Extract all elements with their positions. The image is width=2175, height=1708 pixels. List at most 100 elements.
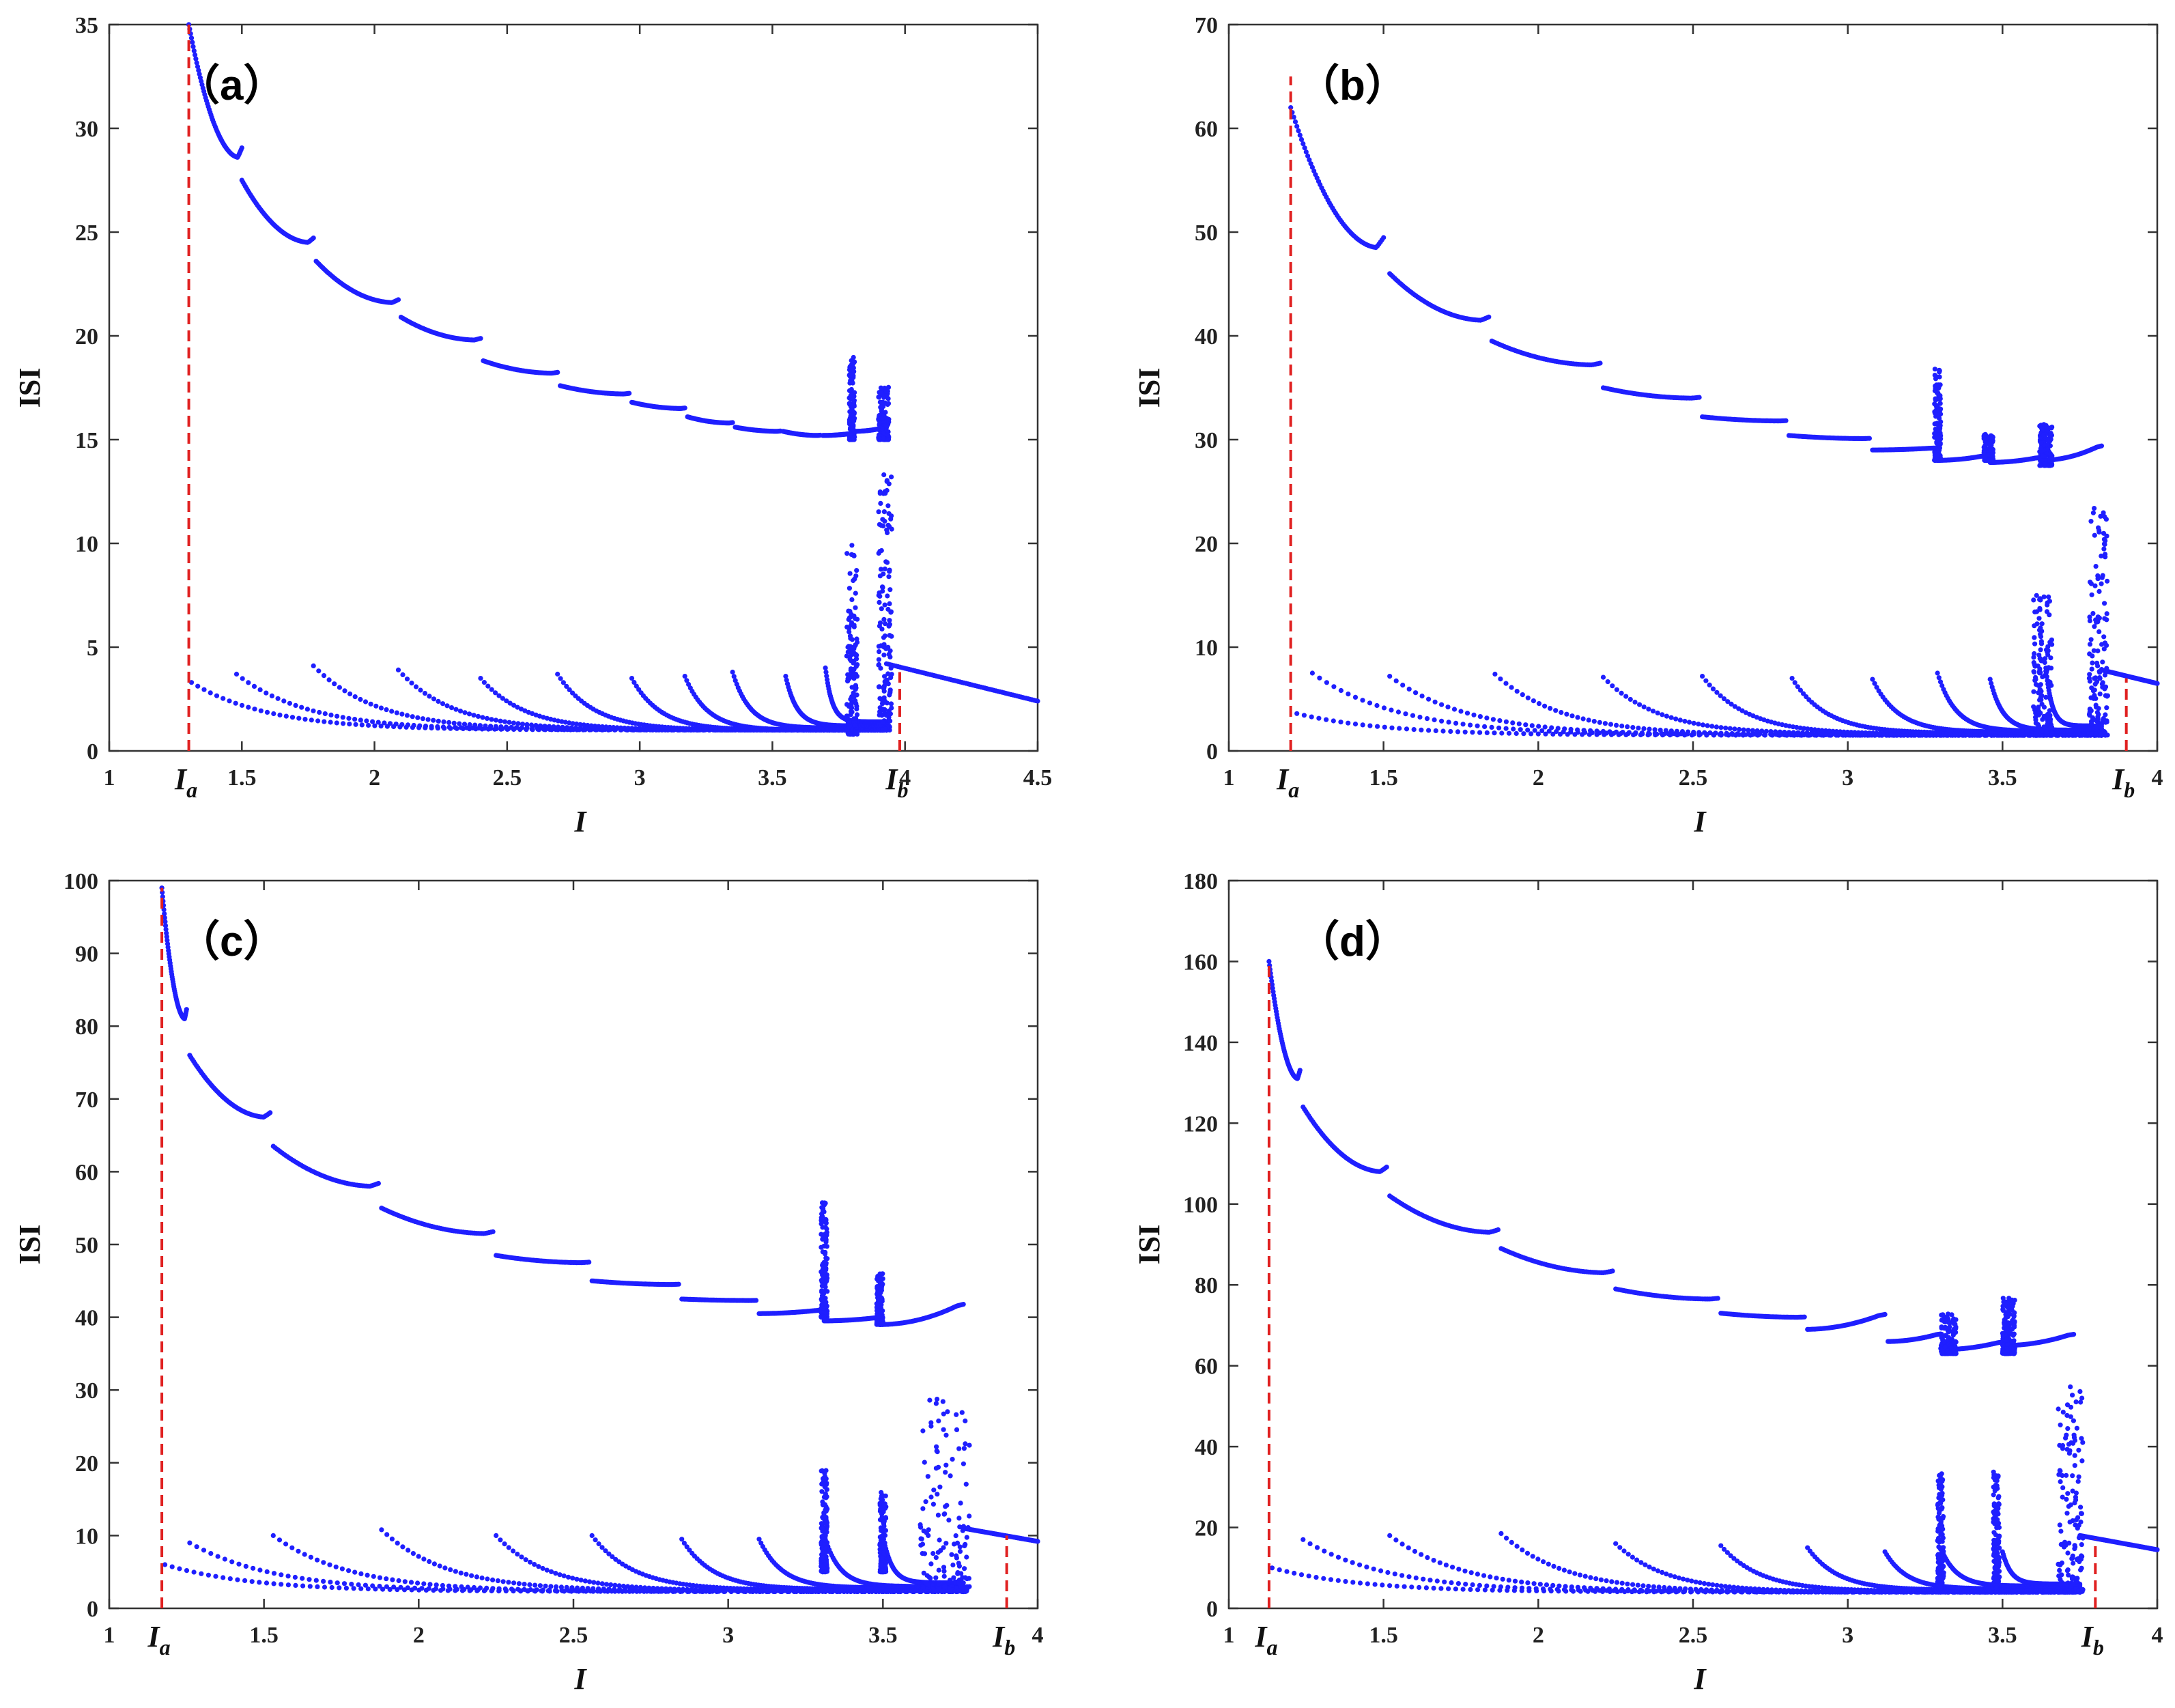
lower-branch-point	[1360, 698, 1365, 703]
lower-branch-point	[1309, 714, 1314, 720]
chaos-point	[2101, 512, 2106, 518]
lower-branch-point	[483, 723, 488, 728]
lower-branch-point	[502, 719, 508, 724]
lower-branch-point	[1389, 707, 1394, 713]
chaos-point	[2037, 656, 2043, 661]
lower-branch-point	[1686, 729, 1691, 735]
upper-branch-point	[190, 44, 196, 49]
lower-branch-point	[1673, 716, 1679, 722]
lower-branch-point	[1464, 711, 1470, 716]
upper-branch-point	[193, 56, 199, 61]
chaos-point	[2035, 706, 2041, 711]
lower-branch-point	[411, 722, 416, 728]
x-tick-label: 3.5	[758, 765, 787, 791]
upper-branch-point	[2099, 443, 2104, 449]
chaos-point	[2090, 653, 2095, 659]
lower-branch-point	[264, 709, 270, 715]
chaos-point	[886, 623, 892, 629]
chaos-point	[877, 590, 882, 595]
lower-branch-point	[1650, 709, 1656, 714]
chaos-point	[2094, 619, 2099, 625]
lower-branch-point	[1555, 726, 1561, 731]
lower-branch-point	[315, 718, 321, 724]
y-tick-label: 5	[87, 636, 98, 661]
x-axis-label: I	[573, 805, 587, 838]
chaos-point	[2101, 537, 2107, 542]
lower-branch-point	[227, 698, 232, 704]
lower-branch-point	[1490, 717, 1496, 722]
lower-branch-point	[578, 725, 583, 731]
chaos-point	[2104, 617, 2109, 623]
chaos-point	[850, 396, 855, 401]
y-tick-label: 0	[87, 739, 98, 765]
lower-branch-point	[537, 723, 543, 728]
lower-branch-point	[464, 725, 470, 730]
lower-branch-point	[1367, 723, 1373, 728]
lower-branch-point	[322, 711, 328, 717]
lower-branch-point	[1489, 724, 1494, 730]
chaos-point	[883, 726, 888, 732]
lower-branch-point	[1610, 683, 1615, 689]
lower-branch-point	[417, 723, 423, 728]
chaos-point	[2032, 670, 2037, 675]
chaos-point	[877, 623, 882, 629]
chaos-point	[2095, 663, 2101, 669]
chaos-point	[2033, 717, 2038, 723]
lower-branch-point	[393, 722, 399, 727]
lower-branch-point	[498, 724, 504, 730]
chaos-point	[2036, 690, 2041, 696]
upper-branch-point	[1696, 395, 1702, 400]
chaos-point	[883, 559, 889, 565]
lower-branch-point	[347, 691, 353, 697]
upper-branch-point	[1486, 314, 1492, 319]
lower-branch-point	[1419, 727, 1424, 732]
lower-branch-point	[201, 687, 207, 692]
chaos-point	[849, 372, 854, 378]
lower-branch-point	[1352, 722, 1359, 727]
lower-branch-point	[1482, 724, 1488, 729]
chaos-point	[2039, 629, 2045, 634]
lower-branch-point	[1440, 728, 1446, 734]
lower-branch-point	[1523, 722, 1529, 728]
lower-branch-point	[1503, 681, 1509, 686]
chaos-point	[2045, 648, 2051, 653]
chaos-point	[889, 672, 894, 677]
chaos-point	[2092, 681, 2098, 687]
lower-branch-point	[435, 724, 440, 730]
chaos-point	[2087, 707, 2092, 713]
upper-branch-point	[195, 64, 201, 70]
lower-branch-point	[368, 701, 373, 707]
axes-frame	[108, 23, 1039, 752]
lower-branch-point	[378, 724, 384, 729]
lower-branch-point	[511, 720, 517, 726]
lower-branch-point	[275, 696, 281, 701]
chaos-point	[2087, 614, 2092, 620]
scatter-points	[186, 22, 1040, 737]
lower-branch-point	[1641, 704, 1647, 710]
lower-branch-point	[1509, 685, 1514, 690]
y-tick-label: 10	[75, 532, 98, 557]
chaos-point	[887, 648, 893, 653]
lower-branch-point	[431, 696, 437, 702]
chaos-point	[2043, 694, 2049, 700]
lower-branch-point	[1503, 719, 1509, 724]
chaos-point	[2032, 635, 2037, 640]
upper-branch-point	[190, 40, 195, 45]
lower-branch-point	[1569, 713, 1575, 719]
chaos-point	[2102, 640, 2108, 646]
chaos-point	[852, 576, 857, 582]
chaos-point	[2037, 607, 2043, 612]
upper-branch-point	[478, 336, 483, 341]
lower-branch-point	[328, 712, 334, 717]
chaos-point	[2047, 599, 2052, 604]
lower-branch-point	[1498, 677, 1503, 682]
lower-branch-point	[542, 724, 548, 729]
upper-branch-point	[682, 405, 687, 411]
lower-branch-point	[1395, 709, 1402, 715]
lower-branch-point	[362, 699, 369, 704]
lower-branch-point	[415, 715, 421, 720]
chaos-point	[2096, 669, 2102, 674]
chaos-point	[2096, 706, 2101, 711]
chaos-point	[2088, 580, 2093, 585]
chaos-point	[853, 715, 859, 721]
